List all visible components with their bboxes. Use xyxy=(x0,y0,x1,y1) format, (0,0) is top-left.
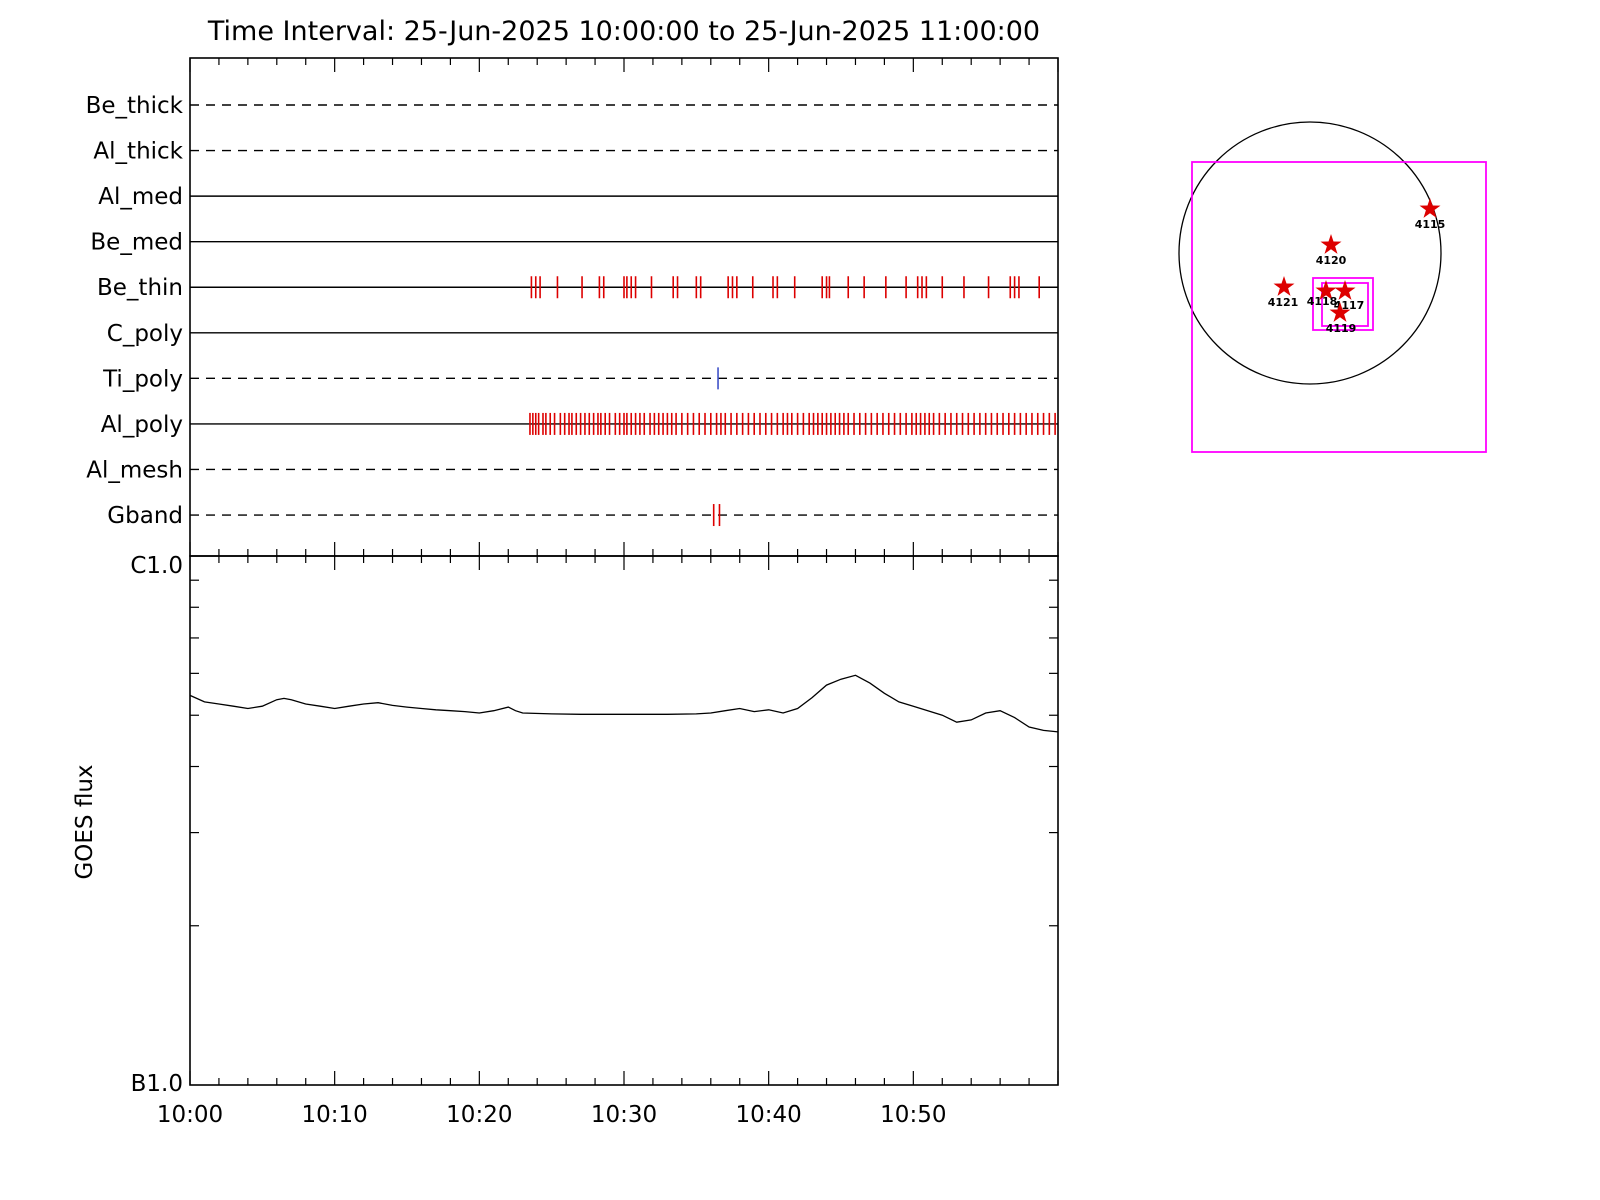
goes-ymax-label: C1.0 xyxy=(130,553,183,579)
channel-label: Al_mesh xyxy=(86,457,183,483)
active-region: 4115 xyxy=(1415,198,1446,231)
active-region-star-icon xyxy=(1419,198,1441,218)
channel-row: Be_thick xyxy=(86,93,1058,119)
active-region-star-icon xyxy=(1273,276,1295,296)
active-region-star-icon xyxy=(1329,302,1351,322)
x-tick-label: 10:40 xyxy=(736,1102,802,1128)
x-tick-label: 10:00 xyxy=(157,1102,223,1128)
channel-row: Gband xyxy=(107,503,1058,529)
x-tick-label: 10:50 xyxy=(880,1102,946,1128)
fov-box xyxy=(1312,277,1374,331)
channel-row: Al_poly xyxy=(101,412,1058,438)
channel-label: Gband xyxy=(107,503,183,529)
goes-panel-frame xyxy=(189,555,1059,1086)
x-tick-label: 10:20 xyxy=(446,1102,512,1128)
active-region-label: 4118 xyxy=(1307,295,1338,308)
channel-row: Ti_poly xyxy=(102,366,1058,392)
active-region-label: 4121 xyxy=(1268,296,1299,309)
active-region: 4120 xyxy=(1316,234,1347,267)
channel-row: Be_thin xyxy=(97,275,1058,301)
active-region: 4118 xyxy=(1307,280,1338,308)
active-region-label: 4115 xyxy=(1415,218,1446,231)
goes-y-axis-label: GOES flux xyxy=(72,764,98,879)
plot-content: Be_thick Al_thick Al_med Be_med Be_thin C_pol… xyxy=(86,57,1487,1128)
active-region-label: 4119 xyxy=(1326,322,1357,335)
channel-label: C_poly xyxy=(107,321,183,347)
channel-label: Be_med xyxy=(90,230,183,256)
goes-ymin-label: B1.0 xyxy=(131,1071,183,1097)
goes-flux-curve xyxy=(189,674,1059,733)
channel-row: Al_thick xyxy=(93,139,1058,165)
active-region-star-icon xyxy=(1320,234,1342,254)
page-title: Time Interval: 25-Jun-2025 10:00:00 to 2… xyxy=(207,16,1040,47)
x-tick-label: 10:30 xyxy=(591,1102,657,1128)
active-region-label: 4120 xyxy=(1316,254,1347,267)
channel-row: Al_mesh xyxy=(86,457,1058,483)
active-region-star-icon xyxy=(1334,280,1356,300)
channel-label: Be_thick xyxy=(86,93,184,119)
channel-row: Al_med xyxy=(98,184,1058,210)
channel-label: Al_med xyxy=(98,184,183,210)
channel-label: Al_thick xyxy=(93,139,183,165)
channel-row: C_poly xyxy=(107,321,1058,347)
channel-label: Be_thin xyxy=(97,275,183,301)
channel-label: Al_poly xyxy=(101,412,183,438)
channel-row: Be_med xyxy=(90,230,1058,256)
active-region-star-icon xyxy=(1315,280,1337,300)
fov-box xyxy=(1191,161,1487,453)
active-region: 4119 xyxy=(1326,302,1357,335)
active-region: 4121 xyxy=(1268,276,1299,309)
channel-label: Ti_poly xyxy=(102,366,183,392)
timeline-panel-frame xyxy=(189,57,1059,557)
x-tick-label: 10:10 xyxy=(302,1102,368,1128)
solar-disk xyxy=(1178,121,1442,385)
